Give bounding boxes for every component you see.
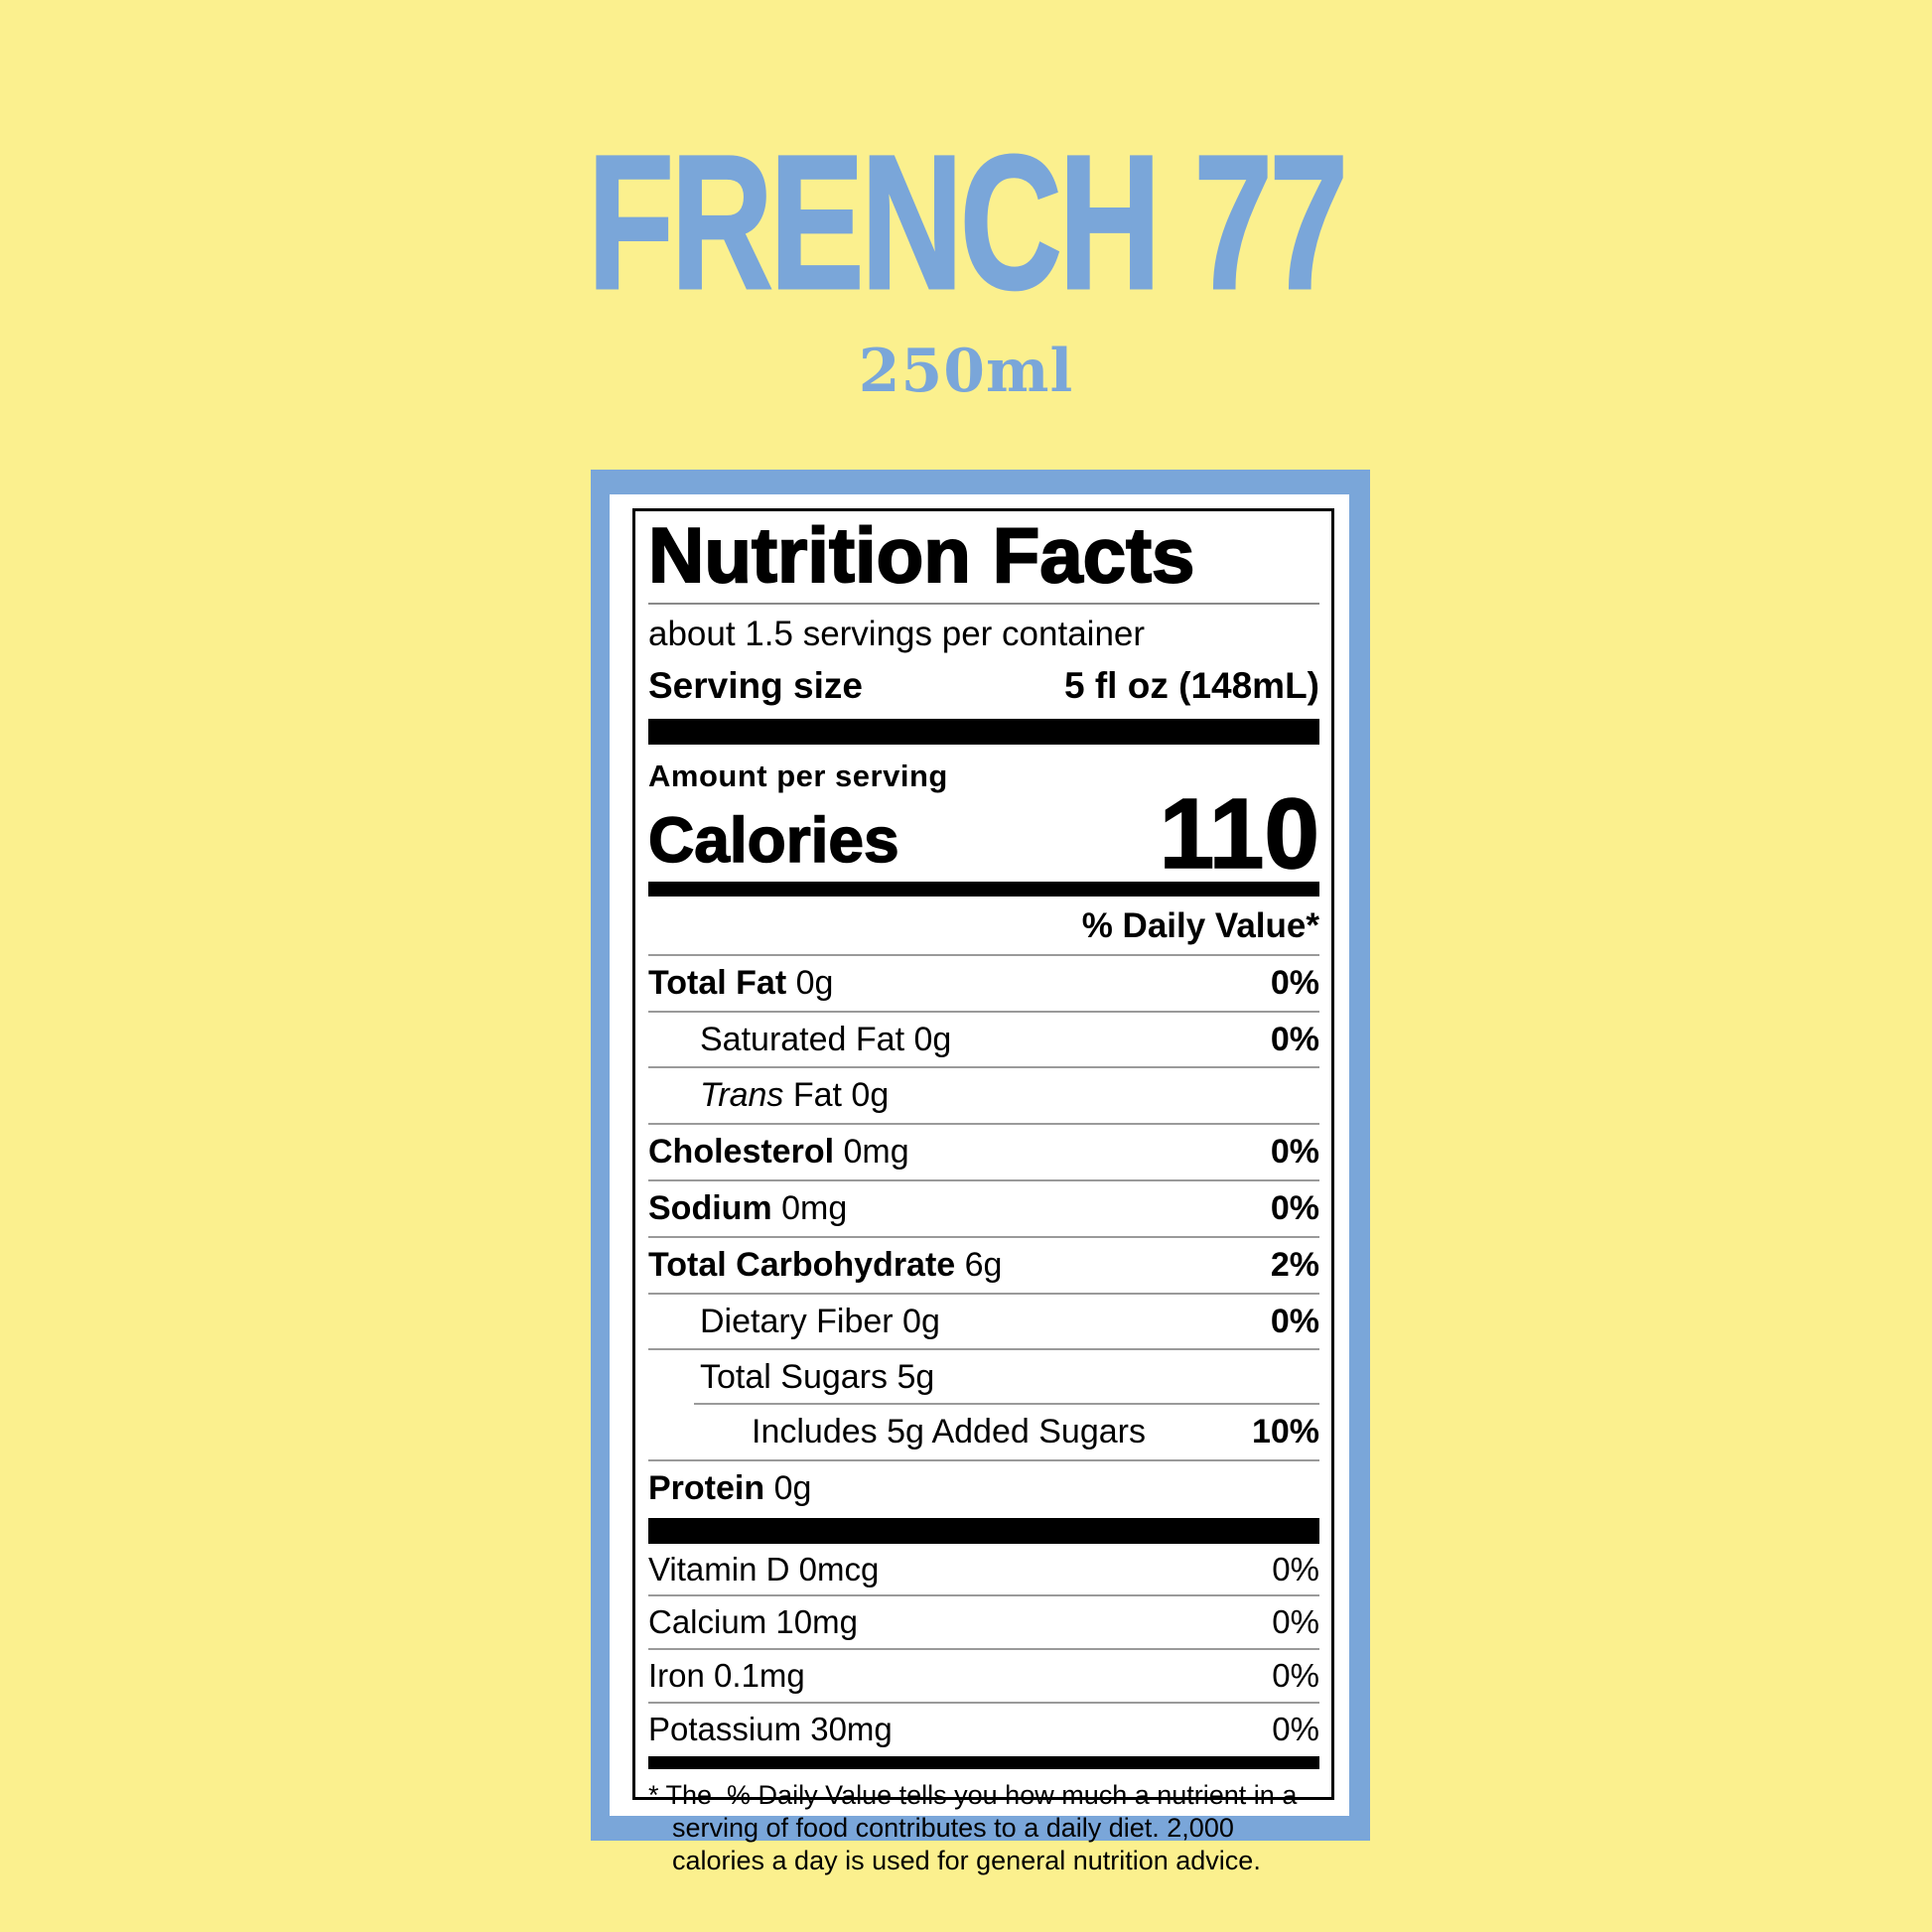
nutrient-row: Dietary Fiber 0g 0% [648, 1292, 1319, 1349]
daily-value-percent: 0% [1270, 963, 1319, 1002]
nutrition-facts-title: Nutrition Facts [647, 511, 1195, 599]
nutrient-row: Saturated Fat 0g 0% [648, 1010, 1319, 1067]
serving-size-row: Serving size 5 fl oz (148mL) [648, 657, 1319, 719]
nutrient-row: Protein 0g [648, 1459, 1319, 1516]
micronutrient-rows: Vitamin D 0mcg 0% Calcium 10mg 0% Iron 0.1mg… [648, 1544, 1319, 1754]
nutrient-name: Total Sugars 5g [700, 1358, 935, 1397]
calories-value: 110 [1159, 777, 1320, 890]
daily-value-percent: 0% [1270, 1020, 1319, 1058]
daily-value-header: % Daily Value* [1081, 905, 1319, 945]
nutrient-name: Calcium 10mg [648, 1603, 858, 1641]
daily-value-percent: 0% [1272, 1603, 1319, 1641]
nutrient-rows: Total Fat 0g 0% Saturated Fat 0g 0% Trans Fa… [648, 953, 1319, 1516]
nutrient-name: Saturated Fat 0g [700, 1020, 952, 1058]
label-panel: Nutrition Facts about 1.5 servings per c… [610, 494, 1349, 1875]
daily-value-percent: 0% [1272, 1657, 1319, 1695]
daily-value-percent: 0% [1270, 1302, 1319, 1340]
nutrient-row: Sodium 0mg 0% [648, 1179, 1319, 1236]
nutrient-row: Total Carbohydrate 6g 2% [648, 1235, 1319, 1293]
nutrient-name: Sodium 0mg [648, 1189, 848, 1228]
micronutrient-row: Vitamin D 0mcg 0% [648, 1544, 1319, 1595]
section-bar [648, 1517, 1319, 1544]
nutrient-name: Potassium 30mg [648, 1710, 893, 1747]
micronutrient-row: Calcium 10mg 0% [648, 1594, 1319, 1648]
nutrient-name: Dietary Fiber 0g [700, 1302, 940, 1340]
daily-value-percent: 10% [1251, 1413, 1319, 1451]
nutrient-name: Iron 0.1mg [648, 1657, 805, 1695]
nutrient-row: Total Sugars 5g [648, 1348, 1319, 1405]
servings-per-container: about 1.5 servings per container [648, 614, 1146, 653]
nutrient-name: Trans Fat 0g [700, 1076, 890, 1115]
divider [648, 602, 1319, 605]
nutrient-name: Vitamin D 0mcg [648, 1550, 880, 1587]
product-volume: 250ml [858, 337, 1074, 406]
nutrient-row: Cholesterol 0mg 0% [648, 1123, 1319, 1179]
nutrient-name: Total Fat 0g [648, 963, 834, 1002]
micronutrient-row: Potassium 30mg 0% [648, 1701, 1319, 1755]
section-bar [648, 718, 1319, 745]
product-title-text: FRENCH 77 [586, 115, 1348, 329]
section-bar [648, 1756, 1319, 1770]
nutrient-name: Cholesterol 0mg [648, 1133, 909, 1172]
daily-value-footnote: * The % Daily Value tells you how much a… [648, 1780, 1298, 1876]
daily-value-percent: 2% [1270, 1245, 1319, 1284]
serving-size-value: 5 fl oz (148mL) [1064, 664, 1319, 706]
nutrient-name: Total Carbohydrate 6g [648, 1245, 1003, 1284]
nutrient-row: Total Fat 0g 0% [648, 956, 1319, 1011]
micronutrient-row: Iron 0.1mg 0% [648, 1648, 1319, 1702]
label-frame: Nutrition Facts about 1.5 servings per c… [591, 470, 1370, 1875]
nutrition-facts-label: Nutrition Facts about 1.5 servings per c… [632, 508, 1334, 1875]
daily-value-percent: 0% [1272, 1710, 1319, 1747]
nutrient-name: Includes 5g Added Sugars [752, 1413, 1146, 1451]
nutrient-name: Protein 0g [648, 1469, 812, 1508]
nutrient-row: Includes 5g Added Sugars 10% [648, 1403, 1319, 1459]
calories-label: Calories [647, 803, 899, 876]
calories-row: Calories 110 [647, 777, 1320, 890]
nutrient-row: Trans Fat 0g [648, 1066, 1319, 1123]
serving-size-label: Serving size [648, 664, 863, 706]
section-bar [648, 881, 1319, 897]
amount-per-serving: Amount per serving [648, 758, 948, 793]
daily-value-percent: 0% [1272, 1550, 1319, 1587]
daily-value-percent: 0% [1270, 1133, 1319, 1172]
daily-value-percent: 0% [1270, 1189, 1319, 1228]
product-title: FRENCH 77 [0, 115, 1932, 329]
